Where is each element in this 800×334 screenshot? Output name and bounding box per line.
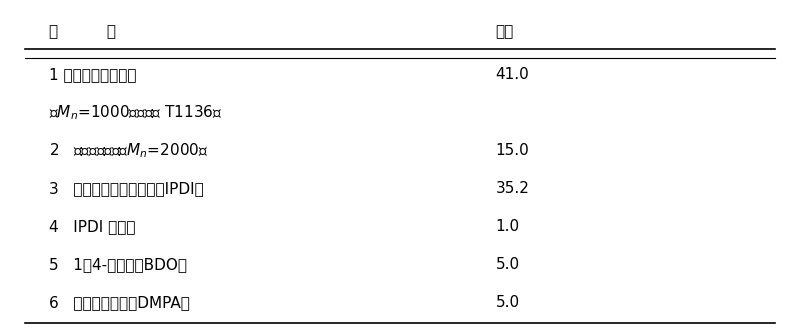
Text: 5.0: 5.0 <box>496 295 520 310</box>
Text: （$M_n$=1000，型号为 T1136）: （$M_n$=1000，型号为 T1136） <box>50 103 222 122</box>
Text: 41.0: 41.0 <box>496 67 530 82</box>
Text: 1.0: 1.0 <box>496 219 520 234</box>
Text: 4   IPDI 三聚体: 4 IPDI 三聚体 <box>50 219 136 234</box>
Text: 5   1，4-丁二醇（BDO）: 5 1，4-丁二醇（BDO） <box>50 257 187 272</box>
Text: 2   聚己内酯二醇（$M_n$=2000）: 2 聚己内酯二醇（$M_n$=2000） <box>50 141 209 160</box>
Text: 1 聚己二酸乙二醇酯: 1 聚己二酸乙二醇酯 <box>50 67 137 82</box>
Text: 35.2: 35.2 <box>496 181 530 196</box>
Text: 15.0: 15.0 <box>496 143 530 158</box>
Text: 组          分: 组 分 <box>50 24 116 39</box>
Text: 质量: 质量 <box>496 24 514 39</box>
Text: 5.0: 5.0 <box>496 257 520 272</box>
Text: 3   异佛耳酮二异氰酸酯（IPDI）: 3 异佛耳酮二异氰酸酯（IPDI） <box>50 181 204 196</box>
Text: 6   二羟甲基丙酸（DMPA）: 6 二羟甲基丙酸（DMPA） <box>50 295 190 310</box>
